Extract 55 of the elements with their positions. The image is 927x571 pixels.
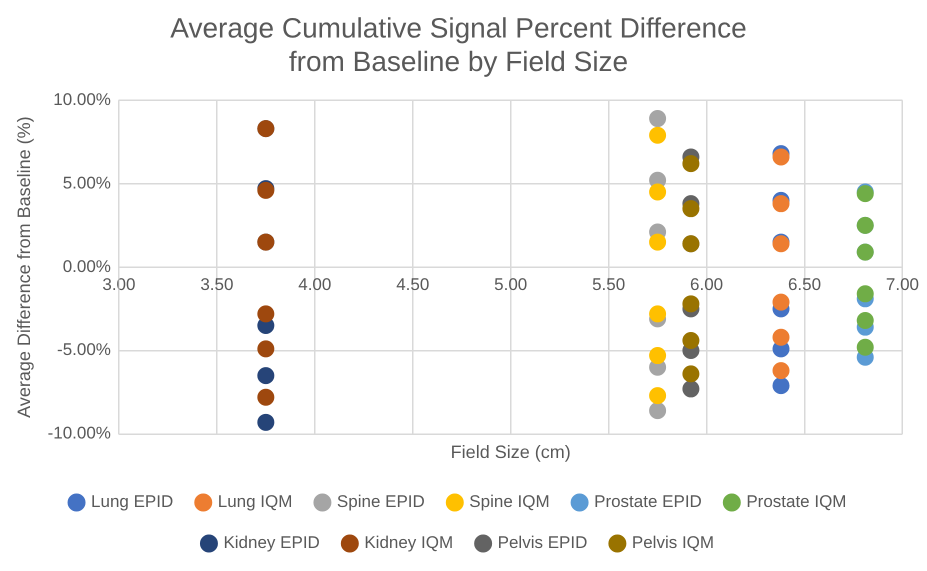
point xyxy=(856,338,874,356)
point xyxy=(856,285,874,302)
point xyxy=(257,414,274,431)
legend-label: Kidney IQM xyxy=(364,533,454,552)
point xyxy=(772,328,790,346)
legend-label: Prostate IQM xyxy=(746,492,846,512)
x-tick-label: 3.00 xyxy=(102,274,136,294)
point xyxy=(772,377,790,394)
y-axis-title: Average Difference from Baseline (%) xyxy=(14,116,34,418)
legend-label: Prostate EPID xyxy=(594,492,702,512)
x-tick-label: 3.50 xyxy=(200,274,234,294)
point xyxy=(772,148,790,166)
x-tick-label: 6.00 xyxy=(690,274,724,294)
x-tick-label: 5.50 xyxy=(592,274,626,294)
point xyxy=(649,126,666,144)
point xyxy=(257,340,274,358)
point xyxy=(682,332,700,350)
point xyxy=(649,402,666,420)
legend-label: Pelvis IQM xyxy=(632,533,714,552)
point xyxy=(682,295,700,312)
point xyxy=(649,183,666,200)
point xyxy=(649,234,666,251)
chart-title: Average Cumulative Signal Percent Difference from Baseline by Field Size xyxy=(170,12,747,78)
point xyxy=(257,367,274,384)
point xyxy=(772,294,790,311)
point xyxy=(682,155,700,172)
legend-label: Lung IQM xyxy=(218,492,292,512)
x-tick-label: 4.00 xyxy=(298,274,332,294)
x-axis-title: Field Size (cm) xyxy=(450,442,571,462)
x-tick-label: 5.00 xyxy=(494,274,528,294)
point xyxy=(649,305,666,322)
y-tick-label: -5.00% xyxy=(57,340,111,360)
point xyxy=(257,388,274,406)
x-tick-label: 7.00 xyxy=(886,274,920,294)
x-tick-label: 6.50 xyxy=(788,274,822,294)
y-tick-label: 0.00% xyxy=(62,256,111,276)
point xyxy=(772,195,790,212)
point xyxy=(649,110,666,128)
legend-label: Spine EPID xyxy=(336,492,425,512)
x-tick-label: 4.50 xyxy=(396,274,430,294)
legend-label: Lung EPID xyxy=(91,492,174,512)
point xyxy=(257,305,274,322)
y-tick-label: -10.00% xyxy=(48,424,111,443)
point xyxy=(649,387,666,404)
point xyxy=(682,200,700,218)
point xyxy=(856,312,874,330)
point xyxy=(682,380,700,398)
point xyxy=(649,347,666,364)
y-tick-label: 10.00% xyxy=(53,90,111,109)
legend-label: Kidney EPID xyxy=(223,533,320,552)
y-tick-label: 5.00% xyxy=(62,173,111,192)
legend-label: Spine IQM xyxy=(469,492,550,512)
point xyxy=(772,362,790,380)
legend-label: Pelvis EPID xyxy=(498,533,588,552)
point xyxy=(682,365,700,382)
